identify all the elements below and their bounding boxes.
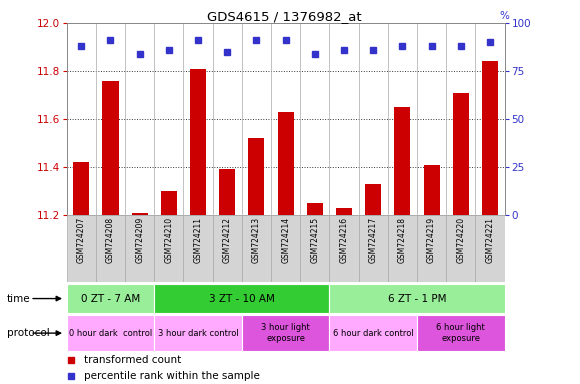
Bar [67, 284, 154, 313]
Bar [73, 162, 89, 215]
Bar [67, 315, 154, 351]
Bar [476, 215, 505, 282]
Text: GSM724219: GSM724219 [427, 217, 436, 263]
Bar [394, 107, 411, 215]
Bar [103, 81, 118, 215]
Bar [96, 215, 125, 282]
Bar [213, 215, 242, 282]
Text: 3 ZT - 10 AM: 3 ZT - 10 AM [209, 293, 275, 304]
Bar [358, 215, 388, 282]
Bar [307, 203, 323, 215]
Bar [132, 213, 148, 215]
Bar [423, 165, 440, 215]
Text: GDS4615 / 1376982_at: GDS4615 / 1376982_at [207, 10, 361, 23]
Bar [67, 215, 96, 282]
Text: GSM724216: GSM724216 [339, 217, 349, 263]
Bar [300, 215, 329, 282]
Text: GSM724211: GSM724211 [194, 217, 202, 263]
Bar [329, 215, 358, 282]
Bar [336, 208, 352, 215]
Text: GSM724210: GSM724210 [164, 217, 173, 263]
Text: GSM724207: GSM724207 [77, 217, 86, 263]
Text: 0 hour dark  control: 0 hour dark control [69, 329, 152, 338]
Bar [183, 215, 213, 282]
Bar [365, 184, 381, 215]
Text: GSM724212: GSM724212 [223, 217, 232, 263]
Bar [242, 215, 271, 282]
Bar [278, 112, 293, 215]
Text: GSM724208: GSM724208 [106, 217, 115, 263]
Bar [248, 138, 264, 215]
Text: percentile rank within the sample: percentile rank within the sample [84, 371, 260, 381]
Bar [482, 61, 498, 215]
Bar [154, 315, 242, 351]
Bar [329, 315, 417, 351]
Text: GSM724221: GSM724221 [485, 217, 495, 263]
Text: GSM724215: GSM724215 [310, 217, 320, 263]
Bar [388, 215, 417, 282]
Bar [271, 215, 300, 282]
Text: 6 hour dark control: 6 hour dark control [333, 329, 414, 338]
Text: GSM724218: GSM724218 [398, 217, 407, 263]
Text: 3 hour dark control: 3 hour dark control [158, 329, 238, 338]
Bar [125, 215, 154, 282]
Text: GSM724220: GSM724220 [456, 217, 465, 263]
Text: GSM724213: GSM724213 [252, 217, 261, 263]
Text: 6 ZT - 1 PM: 6 ZT - 1 PM [388, 293, 446, 304]
Bar [242, 315, 329, 351]
Text: 0 ZT - 7 AM: 0 ZT - 7 AM [81, 293, 140, 304]
Text: 6 hour light
exposure: 6 hour light exposure [436, 323, 485, 343]
Bar [219, 169, 235, 215]
Bar [154, 284, 329, 313]
Text: time: time [7, 293, 31, 304]
Text: transformed count: transformed count [84, 355, 182, 366]
Bar [190, 69, 206, 215]
Bar [329, 284, 505, 313]
Text: GSM724209: GSM724209 [135, 217, 144, 263]
Text: GSM724217: GSM724217 [369, 217, 378, 263]
Text: %: % [499, 11, 510, 21]
Bar [161, 191, 177, 215]
Bar [154, 215, 183, 282]
Bar [417, 215, 446, 282]
Text: protocol: protocol [7, 328, 50, 338]
Text: GSM724214: GSM724214 [281, 217, 290, 263]
Bar [446, 215, 476, 282]
Bar [453, 93, 469, 215]
Bar [417, 315, 505, 351]
Text: 3 hour light
exposure: 3 hour light exposure [261, 323, 310, 343]
